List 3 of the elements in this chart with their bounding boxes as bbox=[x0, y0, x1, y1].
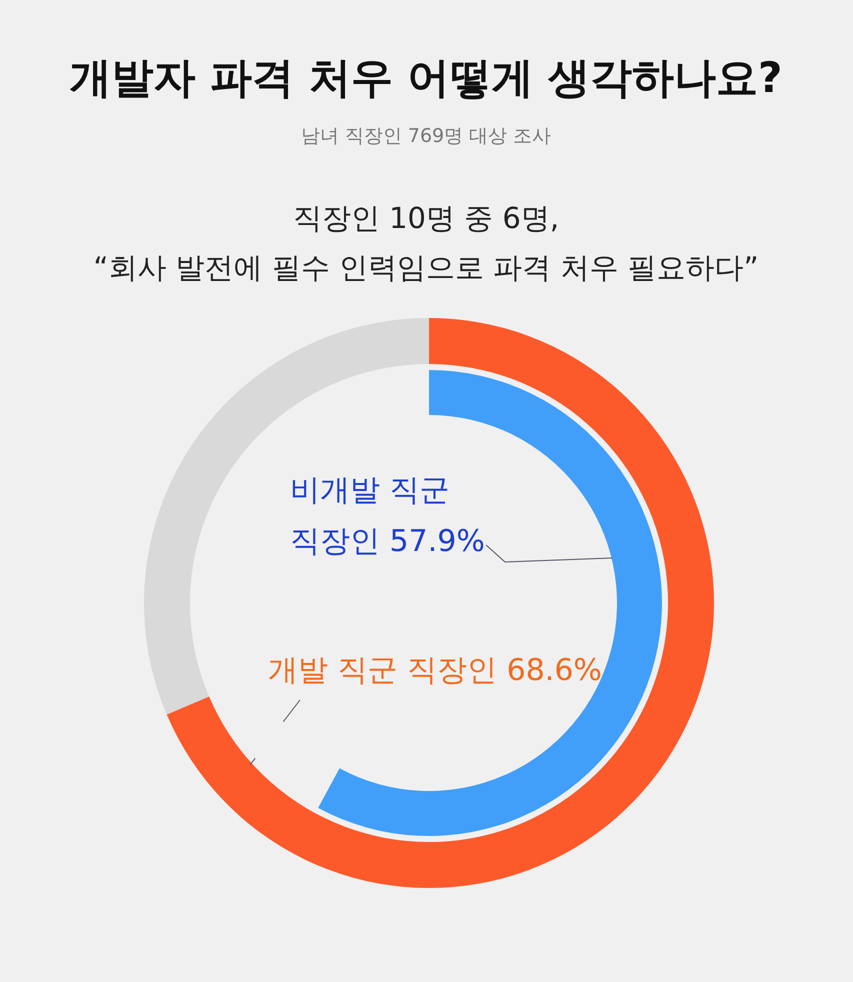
subtitle: 직장인 10명 중 6명, “회사 발전에 필수 인력임으로 파격 처우 필요하다” bbox=[93, 201, 759, 284]
annotation: 남녀 직장인 769명 대상 조사 bbox=[300, 125, 552, 147]
title: 개발자 파격 처우 어떻게 생각하나요? bbox=[70, 53, 782, 102]
